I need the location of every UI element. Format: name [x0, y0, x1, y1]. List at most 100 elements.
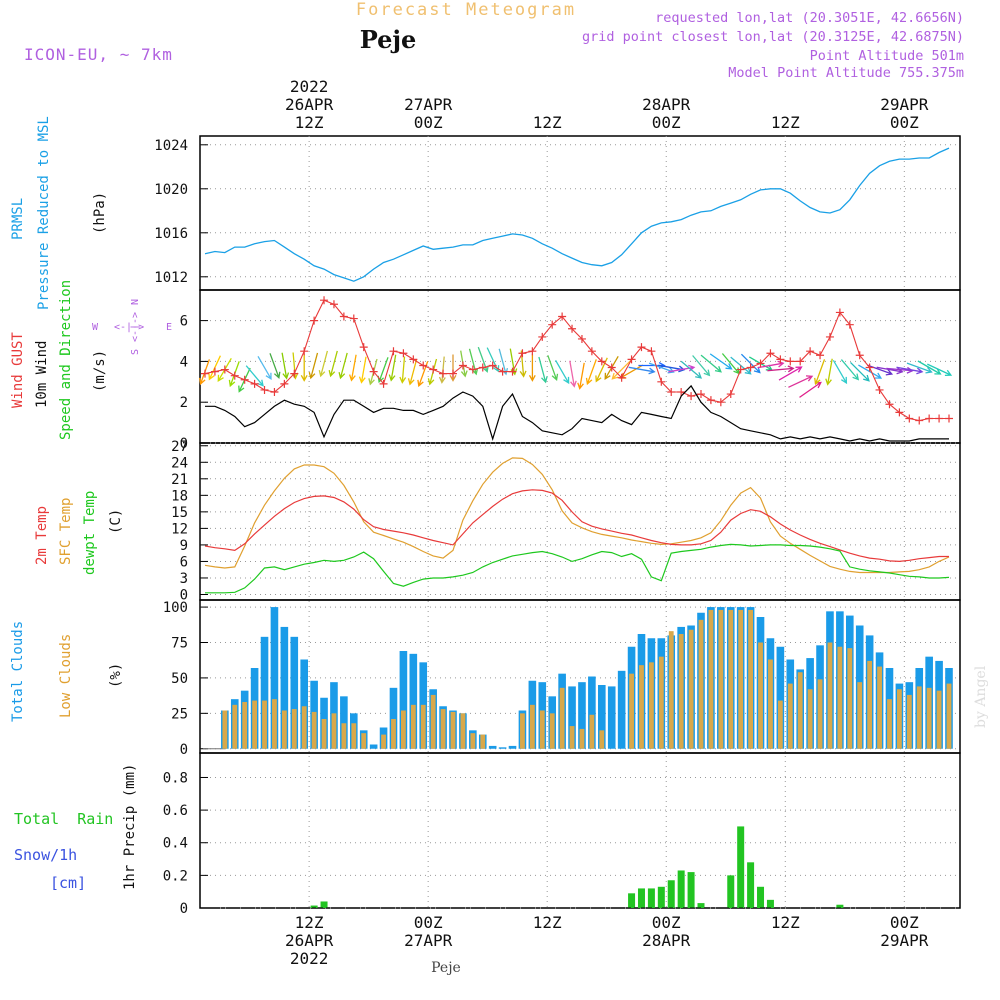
gust-marker — [657, 377, 666, 386]
wind-arrow — [269, 353, 281, 379]
gust-marker — [310, 316, 319, 325]
wind-arrow — [328, 350, 338, 378]
y-tick-label: 1024 — [154, 138, 188, 154]
wind-arrow — [460, 350, 468, 378]
rain-bar — [727, 875, 735, 908]
low-cloud-bar — [698, 619, 704, 749]
gust-marker — [250, 379, 259, 388]
compass-north-label: N — [130, 299, 141, 305]
dewpt-series-line — [205, 543, 950, 594]
y-tick-label: 15 — [171, 505, 188, 521]
wind-arrow — [778, 366, 803, 381]
wind-arrow — [767, 365, 795, 373]
wind-gust-label: Wind GUST — [10, 332, 26, 408]
y-tick-label: 0.8 — [163, 770, 188, 786]
gust-marker — [458, 361, 467, 370]
y-tick-label: 25 — [171, 706, 188, 722]
wind-arrow — [338, 352, 348, 380]
gust-marker — [359, 343, 368, 352]
y-tick-label: 0 — [180, 436, 188, 452]
total-cloud-bar — [488, 745, 497, 749]
rain-bar — [677, 870, 685, 908]
wind-arrow — [358, 356, 367, 384]
low-cloud-bar — [252, 700, 257, 749]
wind-arrow — [399, 356, 407, 384]
total-cloud-bar — [399, 651, 408, 749]
gust-marker — [429, 365, 438, 374]
gust-marker — [825, 332, 834, 341]
low-cloud-bar — [579, 728, 585, 749]
gust-marker — [518, 349, 527, 358]
wind-arrow — [318, 350, 329, 378]
point-altitude: Point Altitude 501m — [810, 48, 964, 64]
time-label: 00Z — [890, 113, 919, 132]
wind-gust-series-line — [204, 299, 949, 422]
low-cloud-bar — [450, 711, 456, 749]
wind-arrow — [438, 356, 446, 384]
low-cloud-bar — [768, 659, 773, 749]
rain-bar — [628, 893, 636, 908]
gust-marker — [687, 392, 696, 401]
gust-marker — [399, 349, 408, 358]
y-tick-label: 21 — [171, 472, 188, 488]
low-cloud-bar — [311, 711, 317, 749]
temp-unit-label: (C) — [108, 509, 124, 534]
gust-marker — [409, 355, 418, 364]
compass-arrow-horizontal: <-|-> — [114, 322, 144, 333]
low-cloud-bar — [242, 702, 248, 749]
wind-panel: 0 2 4 6 Wind GUST 10m Wind Speed and Direct… — [10, 280, 960, 452]
low-cloud-bar — [817, 679, 823, 749]
wind-arrow — [917, 360, 942, 375]
gust-marker — [220, 365, 229, 374]
time-label: 12Z — [771, 913, 800, 932]
wind-arrow — [814, 359, 826, 386]
gust-marker — [478, 363, 487, 372]
rain-bar — [310, 905, 318, 908]
y-tick-label: 9 — [180, 538, 188, 554]
low-cloud-bar — [401, 710, 406, 749]
panel-frame — [199, 135, 961, 291]
low-cloud-bar — [758, 642, 763, 749]
low-cloud-bar — [321, 719, 327, 749]
gust-marker — [816, 351, 825, 360]
wind-arrow — [208, 355, 221, 381]
wind-arrow — [740, 353, 761, 374]
y-tick-label: 0.2 — [163, 868, 188, 884]
low-cloud-bar — [688, 629, 694, 749]
low-cloud-bar — [897, 689, 902, 749]
gust-marker — [389, 347, 398, 356]
time-label: 12Z — [771, 113, 800, 132]
time-label: 2022 — [290, 77, 329, 96]
low-cloud-bar — [658, 656, 664, 749]
y-tick-label: 0 — [180, 742, 188, 758]
wind-arrow — [427, 358, 438, 386]
low-cloud-bar — [549, 713, 555, 749]
y-tick-label: 3 — [180, 571, 188, 587]
total-cloud-bar — [369, 744, 378, 749]
low-cloud-bar — [272, 699, 277, 749]
y-tick-label: 4 — [180, 354, 188, 370]
low-cloud-bar — [837, 646, 843, 749]
pressure-label-msl: Pressure Reduced to MSL — [36, 116, 52, 310]
rain-bar — [647, 888, 655, 908]
wind-arrow — [519, 350, 527, 378]
gust-marker — [736, 365, 745, 374]
low-cloud-bar — [351, 723, 357, 749]
wind-arrow — [585, 359, 597, 386]
cloud-bars — [203, 607, 953, 750]
low-cloud-bar — [291, 709, 297, 749]
wind-arrow — [348, 354, 357, 382]
low-cloud-bar — [678, 634, 684, 749]
gust-marker — [419, 361, 428, 370]
gust-marker — [677, 388, 686, 396]
total-clouds-label: Total Clouds — [10, 621, 26, 722]
low-cloud-bar — [420, 704, 426, 749]
model-altitude: Model Point Altitude 755.375m — [728, 65, 964, 81]
gust-marker — [230, 371, 239, 380]
wind-arrow — [906, 362, 933, 374]
total-cloud-bar — [617, 670, 626, 749]
wind-arrow — [850, 361, 870, 382]
gust-marker — [290, 369, 299, 378]
gust-marker — [697, 390, 705, 399]
